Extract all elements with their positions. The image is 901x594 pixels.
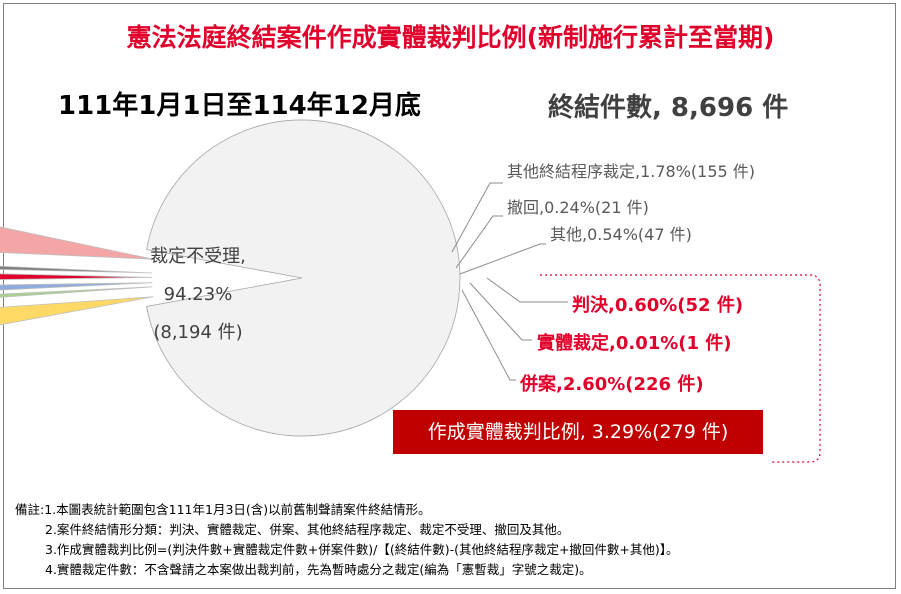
pie-slice-2 [0,286,153,298]
pie-slice-4 [0,273,153,280]
label-substantive-ruling: 實體裁定,0.01%(1 件) [537,333,732,354]
label-withdraw: 撤回,0.24%(21 件) [507,198,649,217]
note-1: 備註:1.本圖表統計範圍包含111年1月3日(含)以前舊制聲請案件終結情形。 [15,502,431,517]
main-slice-count: (8,194 件) [153,322,243,343]
note-3: 3.作成實體裁判比例=(判決件數+實體裁定件數+併案件數)/【(終結件數)-(其… [45,542,679,557]
ratio-bracket [540,274,821,463]
main-slice-name: 裁定不受理, [150,246,246,267]
leader-judgment [486,277,568,303]
label-judgment: 判決,0.60%(52 件) [572,295,744,316]
main-slice-label: 裁定不受理, 94.23% (8,194 件) [128,238,268,352]
note-2: 2.案件終結情形分類：判決、實體裁定、併案、其他終結程序裁定、裁定不受理、撤回及… [45,522,570,537]
pie-slice-6 [0,226,154,260]
label-merged: 併案,2.60%(226 件) [520,374,704,395]
period-label: 111年1月1日至114年12月底 [58,91,421,121]
total-count-label: 終結件數, 8,696 件 [548,93,789,123]
notes: 備註:1.本圖表統計範圍包含111年1月3日(含)以前舊制聲請案件終結情形。 2… [15,500,679,580]
chart-title: 憲法法庭終結案件作成實體裁判比例(新制施行累計至當期) [126,23,775,52]
leader-lines [451,182,568,381]
leader-merged [461,289,516,381]
leader-other [459,243,546,275]
leader-withdraw [455,215,503,269]
pie-slice-0 [146,119,461,437]
ratio-box: 作成實體裁判比例, 3.29%(279 件) [393,410,763,454]
pie-slice-5 [0,265,153,274]
main-slice-percent: 94.23% [163,284,233,305]
note-4: 4.實體裁定件數：不含聲請之本案做出裁判前，先為暫時處分之裁定(編為「憲暫裁」字… [45,562,592,577]
label-other-procedure: 其他終結程序裁定,1.78%(155 件) [507,162,756,181]
label-other: 其他,0.54%(47 件) [550,225,692,244]
pie-slice-1 [0,296,154,326]
leader-substantive [469,282,532,341]
pie-slice-3 [0,282,153,291]
leader-other-procedure [451,182,503,253]
pie-slices [0,119,461,437]
